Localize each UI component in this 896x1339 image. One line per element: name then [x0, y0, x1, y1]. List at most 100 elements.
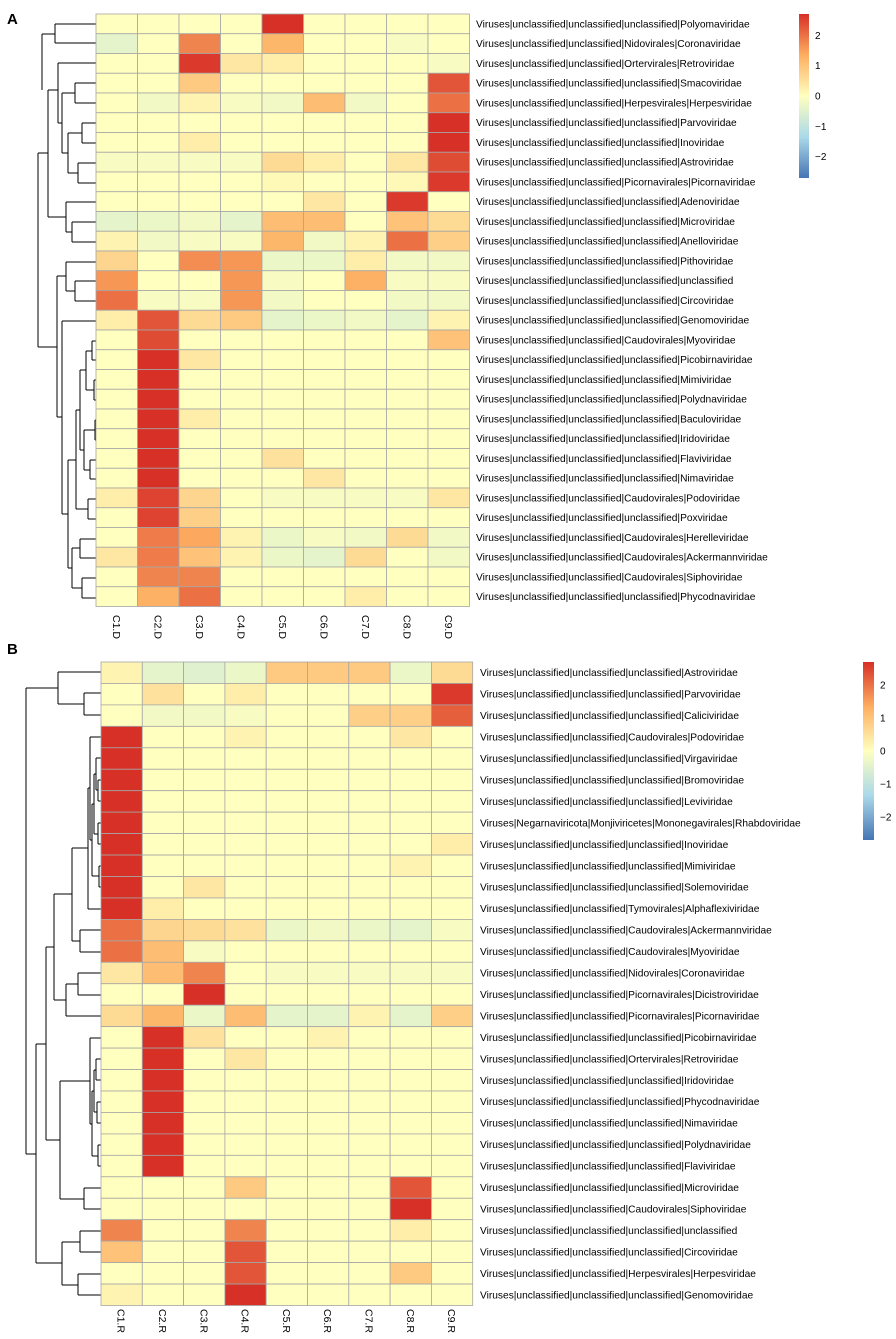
heatmap-cell: [344, 428, 387, 449]
heatmap-cell: [183, 790, 226, 813]
heatmap-cell: [427, 309, 470, 331]
heatmap-cell: [430, 1133, 474, 1156]
heatmap-cell: [224, 704, 267, 727]
row-label: Viruses|unclassified|unclassified|unclas…: [480, 1226, 738, 1237]
heatmap-cell: [141, 854, 185, 877]
heatmap-cell: [303, 428, 346, 449]
heatmap-cell: [389, 1047, 432, 1070]
heatmap-cell: [100, 1026, 143, 1049]
heatmap-cell: [430, 704, 474, 727]
row-label: Viruses|unclassified|unclassified|unclas…: [480, 1140, 751, 1151]
row-label: Viruses|unclassified|unclassified|Caudov…: [480, 733, 744, 744]
heatmap-cell: [137, 448, 180, 469]
heatmap-cell: [389, 1240, 432, 1264]
row-label: Viruses|unclassified|unclassified|Orterv…: [476, 59, 735, 70]
column-label: C7.R: [362, 1309, 374, 1333]
heatmap-cell: [303, 230, 346, 252]
heatmap-cell: [100, 811, 143, 835]
row-label: Viruses|unclassified|unclassified|unclas…: [476, 414, 742, 425]
heatmap-cell: [137, 309, 180, 331]
heatmap-cell: [344, 33, 387, 54]
heatmap-cell: [386, 151, 429, 173]
heatmap-cell: [430, 983, 474, 1006]
heatmap-cell: [265, 1283, 308, 1306]
heatmap-cell: [265, 1262, 308, 1285]
heatmap-cell: [348, 961, 391, 985]
heatmap-cell: [100, 790, 143, 813]
heatmap-cell: [141, 704, 185, 727]
heatmap-cell: [261, 566, 304, 588]
heatmap-cell: [307, 919, 350, 942]
heatmap-cell: [95, 250, 138, 272]
heatmap-cell: [183, 1176, 226, 1199]
heatmap-cell: [100, 876, 143, 899]
heatmap-cell: [348, 1112, 391, 1135]
heatmap-cell: [100, 919, 143, 942]
heatmap-cell: [261, 250, 304, 272]
heatmap-cell: [348, 1154, 391, 1178]
heatmap-cell: [307, 725, 350, 749]
heatmap-cell: [427, 369, 470, 390]
heatmap-cell: [303, 566, 346, 588]
heatmap-cell: [389, 854, 432, 877]
legend-gradient-a: [799, 14, 809, 178]
heatmap-cell: [344, 527, 387, 548]
heatmap-cell: [307, 1026, 350, 1049]
heatmap-cell: [389, 1154, 432, 1178]
heatmap-cell: [386, 507, 429, 528]
heatmap-cell: [100, 1176, 143, 1199]
heatmap-cell: [389, 1026, 432, 1049]
heatmap-cell: [265, 961, 308, 985]
row-label: Viruses|unclassified|unclassified|unclas…: [480, 861, 736, 872]
heatmap-cell: [141, 961, 185, 985]
heatmap-cell: [178, 408, 221, 430]
column-label: C6.R: [321, 1309, 333, 1333]
row-label: Viruses|unclassified|unclassified|unclas…: [480, 797, 733, 808]
heatmap-cell: [430, 661, 474, 684]
heatmap-cell: [100, 1240, 143, 1264]
heatmap-cell: [386, 467, 429, 489]
heatmap-cell: [261, 53, 304, 74]
heatmap-cell: [386, 171, 429, 193]
heatmap-cell: [224, 983, 267, 1006]
heatmap-cell: [303, 408, 346, 430]
heatmap-cell: [430, 940, 474, 963]
heatmap-cell: [261, 487, 304, 509]
row-label: Viruses|unclassified|unclassified|Herpes…: [480, 1269, 756, 1280]
heatmap-cell: [220, 112, 263, 133]
heatmap-cell: [261, 527, 304, 548]
column-label: C7.D: [359, 615, 371, 639]
heatmap-cell: [178, 388, 221, 410]
heatmap-cell: [137, 171, 180, 193]
heatmap-cell: [344, 586, 387, 607]
row-label: Viruses|unclassified|unclassified|unclas…: [476, 138, 725, 149]
heatmap-cell: [430, 1240, 474, 1264]
heatmap-cell: [261, 408, 304, 430]
heatmap-cell: [348, 768, 391, 792]
heatmap-cell: [178, 33, 221, 54]
heatmap-cell: [141, 1283, 185, 1306]
row-label: Viruses|unclassified|unclassified|unclas…: [476, 316, 749, 327]
heatmap-cell: [100, 704, 143, 727]
heatmap-cell: [386, 13, 429, 35]
row-label: Viruses|unclassified|unclassified|unclas…: [480, 1097, 760, 1108]
heatmap-cell: [141, 1240, 185, 1264]
row-label: Viruses|unclassified|unclassified|Picorn…: [476, 177, 756, 188]
heatmap-cell: [178, 329, 221, 351]
heatmap-cell: [261, 428, 304, 449]
heatmap-cell: [137, 72, 180, 94]
heatmap-cell: [348, 661, 391, 684]
heatmap-cell: [427, 270, 470, 291]
heatmap-cell: [261, 270, 304, 291]
column-label: C4.R: [239, 1309, 251, 1333]
heatmap-cell: [265, 983, 308, 1006]
heatmap-cell: [303, 487, 346, 509]
heatmap-cell: [344, 487, 387, 509]
heatmap-cell: [137, 33, 180, 54]
heatmap-cell: [261, 467, 304, 489]
row-label: Viruses|unclassified|unclassified|Tymovi…: [480, 904, 760, 915]
heatmap-cell: [348, 983, 391, 1006]
heatmap-cell: [224, 919, 267, 942]
heatmap-cell: [141, 1154, 185, 1178]
heatmap-cell: [307, 1112, 350, 1135]
